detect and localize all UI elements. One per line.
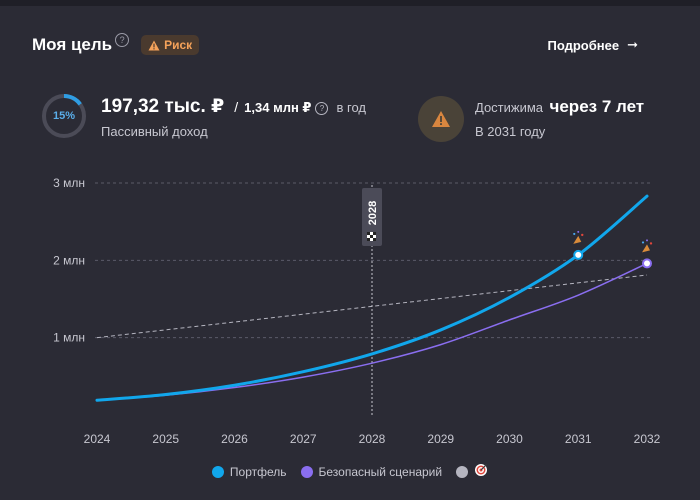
legend-item-portfolio[interactable]: Портфель: [211, 464, 287, 479]
goal-point: [642, 258, 652, 269]
reach-warning-icon: [418, 96, 464, 142]
risk-badge-label: Риск: [164, 38, 193, 52]
confetti-dot: [581, 233, 584, 237]
x-tick-label: 2028: [359, 432, 386, 446]
flag-cell: [373, 238, 376, 241]
income-label: Пассивный доход: [101, 124, 208, 139]
goal-line: [96, 274, 648, 339]
card-header: Моя цель ? Риск: [32, 33, 200, 56]
x-tick-label: 2032: [634, 432, 661, 446]
progress-ring-fill: [42, 94, 86, 138]
confetti-icon: [573, 235, 582, 244]
page-title: Моя цель: [32, 35, 113, 54]
progress-percent: 15%: [52, 110, 76, 122]
confetti-dot: [649, 242, 653, 245]
legend-dot-safe: [300, 465, 313, 478]
flag-cell: [367, 235, 370, 238]
income-help-icon[interactable]: ?: [315, 102, 329, 115]
x-tick-label: 2024: [84, 432, 111, 446]
marker-badge: [362, 188, 382, 246]
target-icon: [474, 463, 488, 480]
legend-dot-goal: [456, 465, 469, 478]
legend-label-portfolio: Портфель: [229, 464, 287, 479]
legend-dot-portfolio: [211, 465, 224, 478]
flag-cell: [367, 232, 370, 235]
confetti-icon: [642, 244, 650, 253]
help-icon[interactable]: ?: [115, 33, 130, 47]
y-tick-label: 2 млн: [53, 253, 85, 267]
x-tick-label: 2025: [152, 432, 179, 446]
flag-cell: [370, 235, 373, 238]
confetti-dot: [573, 232, 576, 236]
flag-cell: [367, 238, 370, 241]
legend-label-safe: Безопасный сценарий: [318, 464, 443, 479]
flag-cell: [370, 238, 373, 241]
y-tick-label: 1 млн: [53, 331, 85, 345]
risk-badge[interactable]: Риск: [141, 35, 200, 55]
flag-cell: [373, 235, 376, 238]
x-tick-label: 2027: [290, 432, 317, 446]
confetti-dot: [641, 241, 645, 244]
reach-year: В 2031 году: [475, 124, 546, 139]
top-strip: [0, 0, 700, 6]
portfolio-line: [95, 194, 649, 402]
x-tick-label: 2026: [221, 432, 248, 446]
marker-year-label: 2028: [367, 201, 379, 225]
x-tick-label: 2030: [496, 432, 523, 446]
goal-point: [573, 249, 584, 260]
progress-ring: 15%: [41, 93, 87, 139]
flag-cell: [370, 232, 373, 235]
income-period: в год: [336, 100, 366, 115]
income-target: 1,34 млн ₽: [244, 100, 312, 115]
goal-card: [0, 6, 700, 500]
y-tick-label: 3 млн: [53, 176, 85, 190]
reach-summary: Достижима через 7 лет: [475, 97, 644, 117]
reach-label: Достижима: [475, 100, 544, 115]
warning-icon: [148, 40, 160, 50]
details-link[interactable]: Подробнее ➞: [548, 37, 639, 53]
income-value: 197,32 тыс. ₽: [101, 96, 225, 117]
legend-item-goal[interactable]: [456, 463, 488, 480]
income-summary: 197,32 тыс. ₽ / 1,34 млн ₽ ? в год: [101, 95, 366, 118]
income-separator: /: [234, 99, 239, 115]
reach-value: через 7 лет: [549, 97, 645, 116]
details-link-label: Подробнее: [547, 37, 620, 53]
confetti-dot: [646, 239, 648, 242]
x-tick-label: 2029: [427, 432, 454, 446]
chart-legend: Портфель Безопасный сценарий: [0, 463, 700, 480]
legend-item-safe[interactable]: Безопасный сценарий: [300, 464, 443, 479]
x-tick-label: 2031: [565, 432, 592, 446]
arrow-right-icon: ➞: [627, 37, 638, 52]
flag-cell: [373, 232, 376, 235]
confetti-dot: [577, 230, 580, 233]
